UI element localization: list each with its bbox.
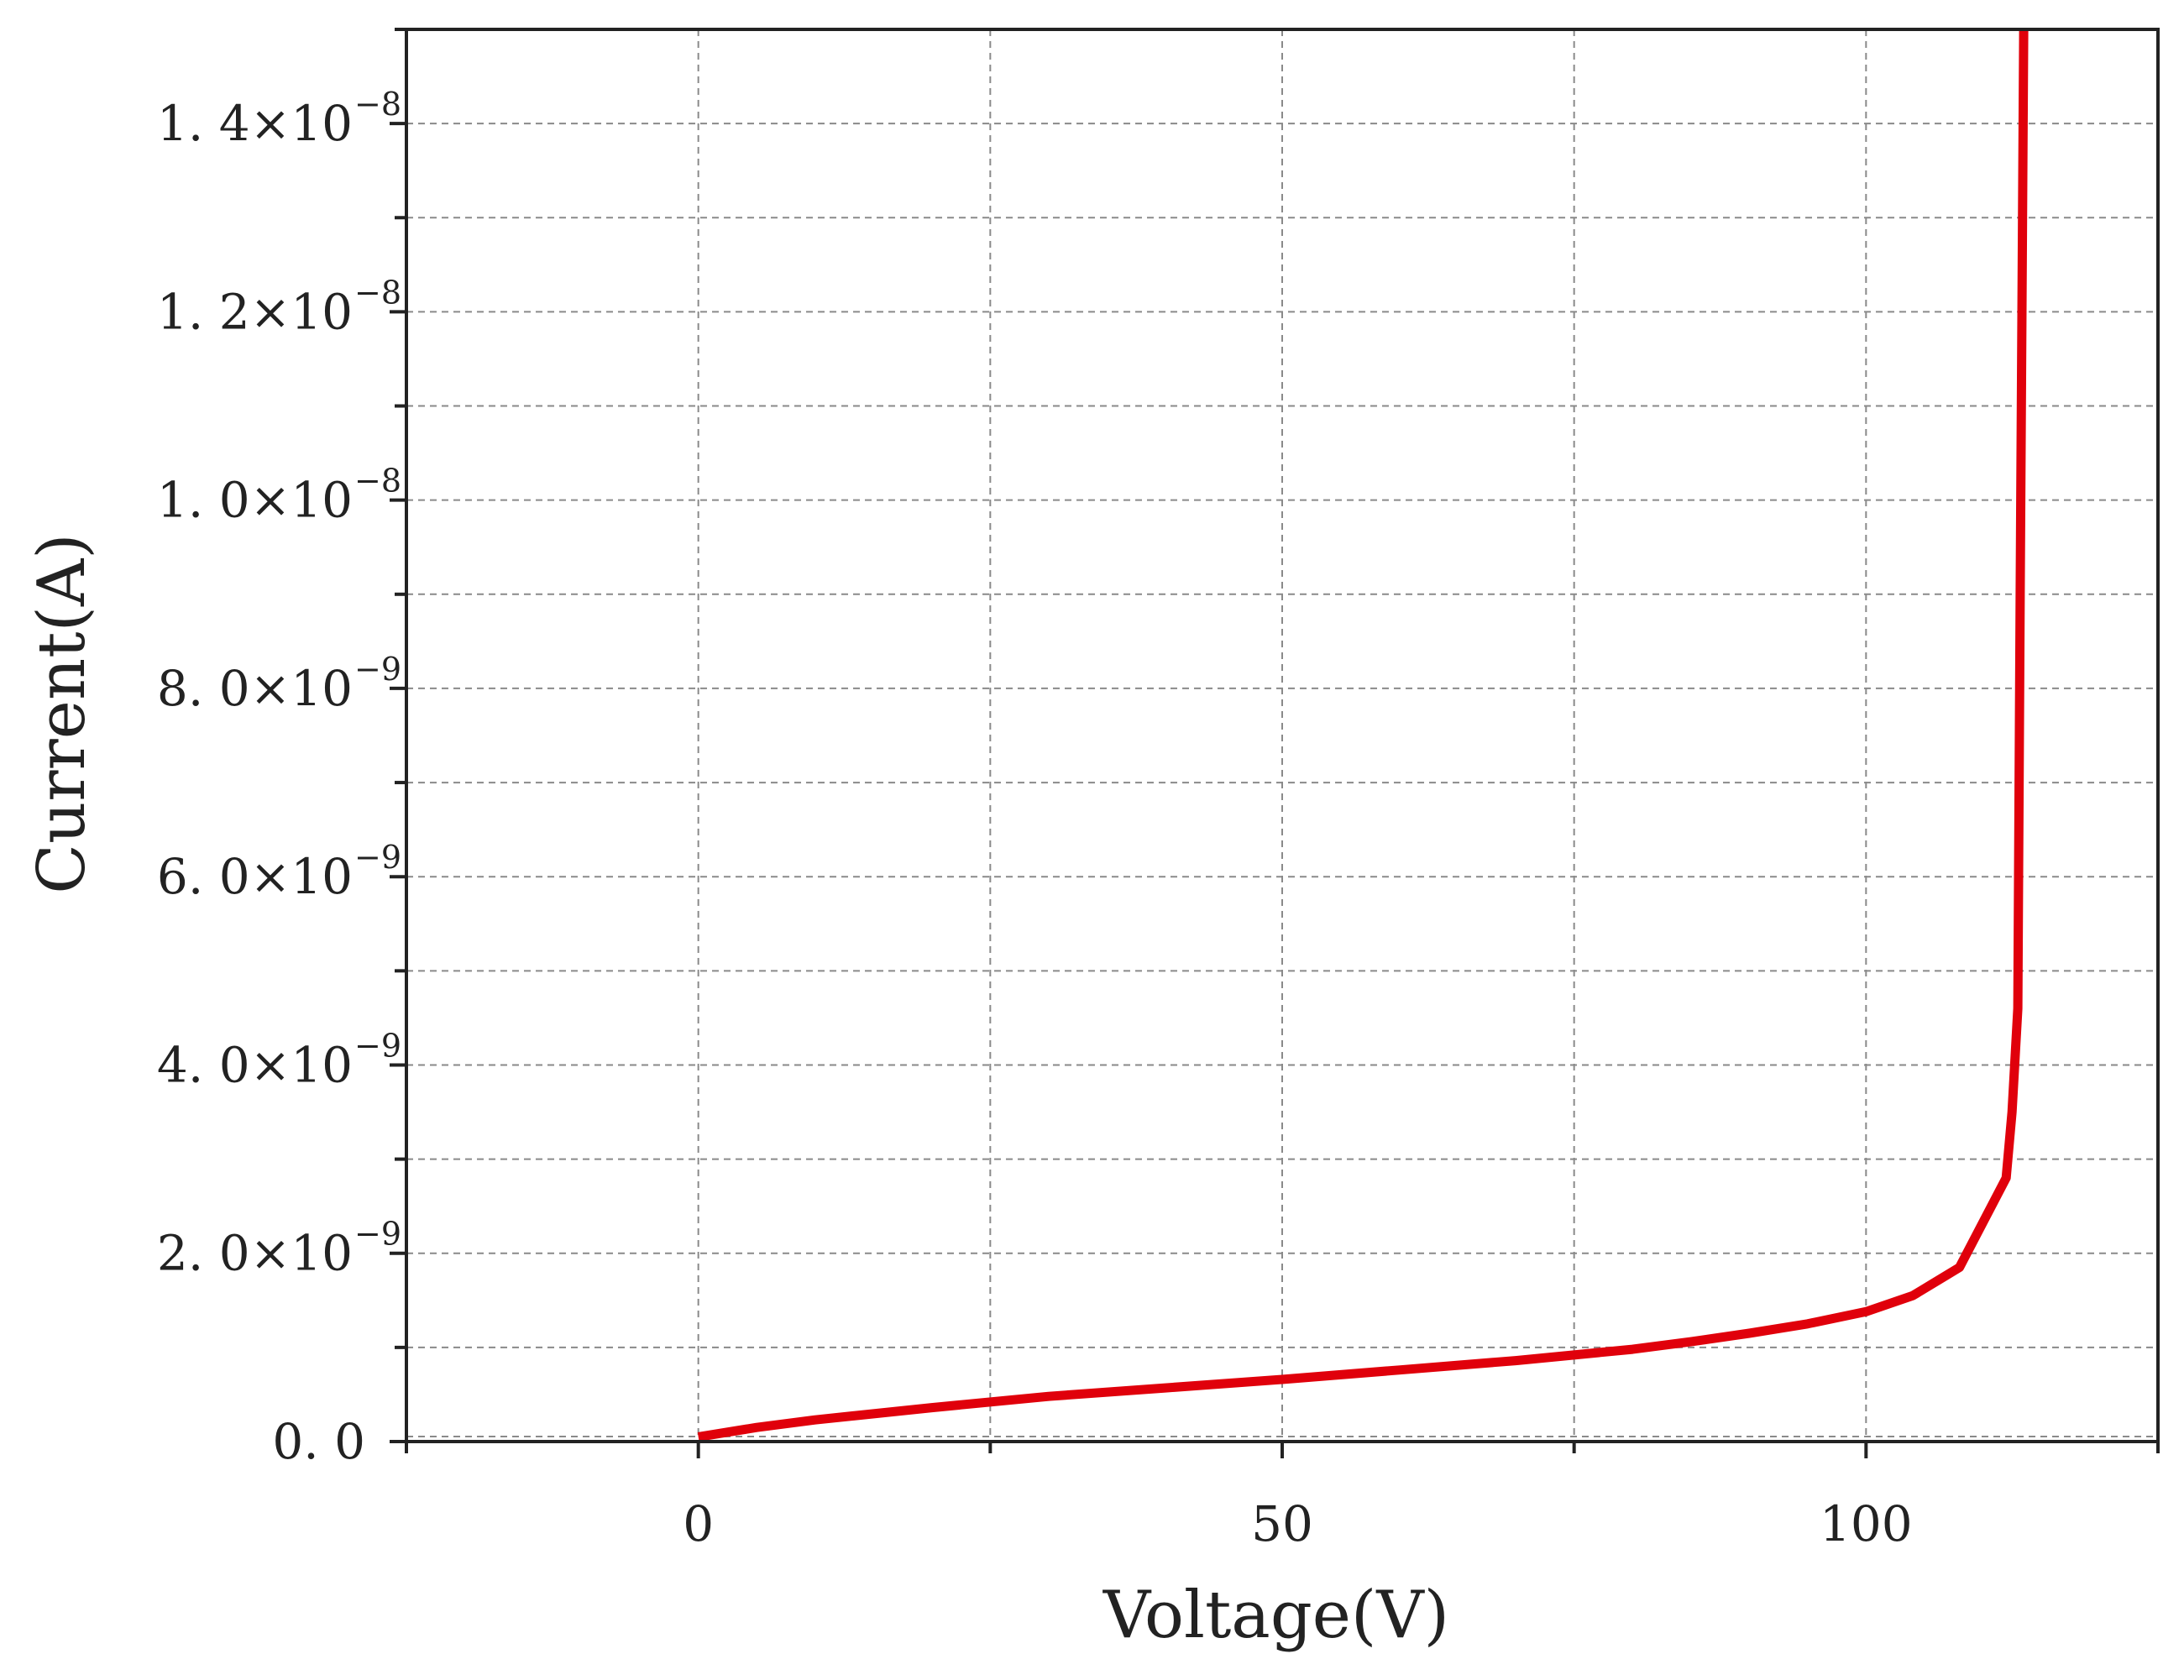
y-tick-exponent: −9 xyxy=(354,1216,401,1253)
y-axis-title: Current(A) xyxy=(24,533,100,893)
x-axis-title: Voltage(V) xyxy=(1102,1578,1449,1653)
y-tick-exponent: −9 xyxy=(354,651,401,688)
axis-ticks xyxy=(390,28,2160,1458)
y-tick-label: 6. 0×10 xyxy=(157,848,353,905)
y-tick-exponent: −8 xyxy=(354,274,401,311)
x-tick-label: 50 xyxy=(1251,1495,1313,1552)
y-tick-exponent: −8 xyxy=(354,463,401,500)
grid-lines xyxy=(406,29,2158,1442)
y-tick-exponent: −9 xyxy=(354,1027,401,1064)
y-tick-label: 4. 0×10 xyxy=(157,1036,353,1093)
y-tick-label: 8. 0×10 xyxy=(157,660,353,717)
y-tick-label: 0. 0 xyxy=(272,1413,365,1470)
y-tick-exponent: −9 xyxy=(354,839,401,876)
series-line xyxy=(697,29,2029,1442)
y-tick-exponent: −8 xyxy=(354,86,401,123)
y-tick-label: 1. 2×10 xyxy=(157,283,353,340)
y-tick-label: 1. 4×10 xyxy=(157,95,353,152)
series-group xyxy=(697,29,2029,1442)
y-tick-label: 1. 0×10 xyxy=(157,472,353,529)
x-tick-label: 0 xyxy=(683,1495,714,1552)
y-tick-label: 2. 0×10 xyxy=(157,1225,353,1282)
x-tick-label: 100 xyxy=(1820,1495,1913,1552)
